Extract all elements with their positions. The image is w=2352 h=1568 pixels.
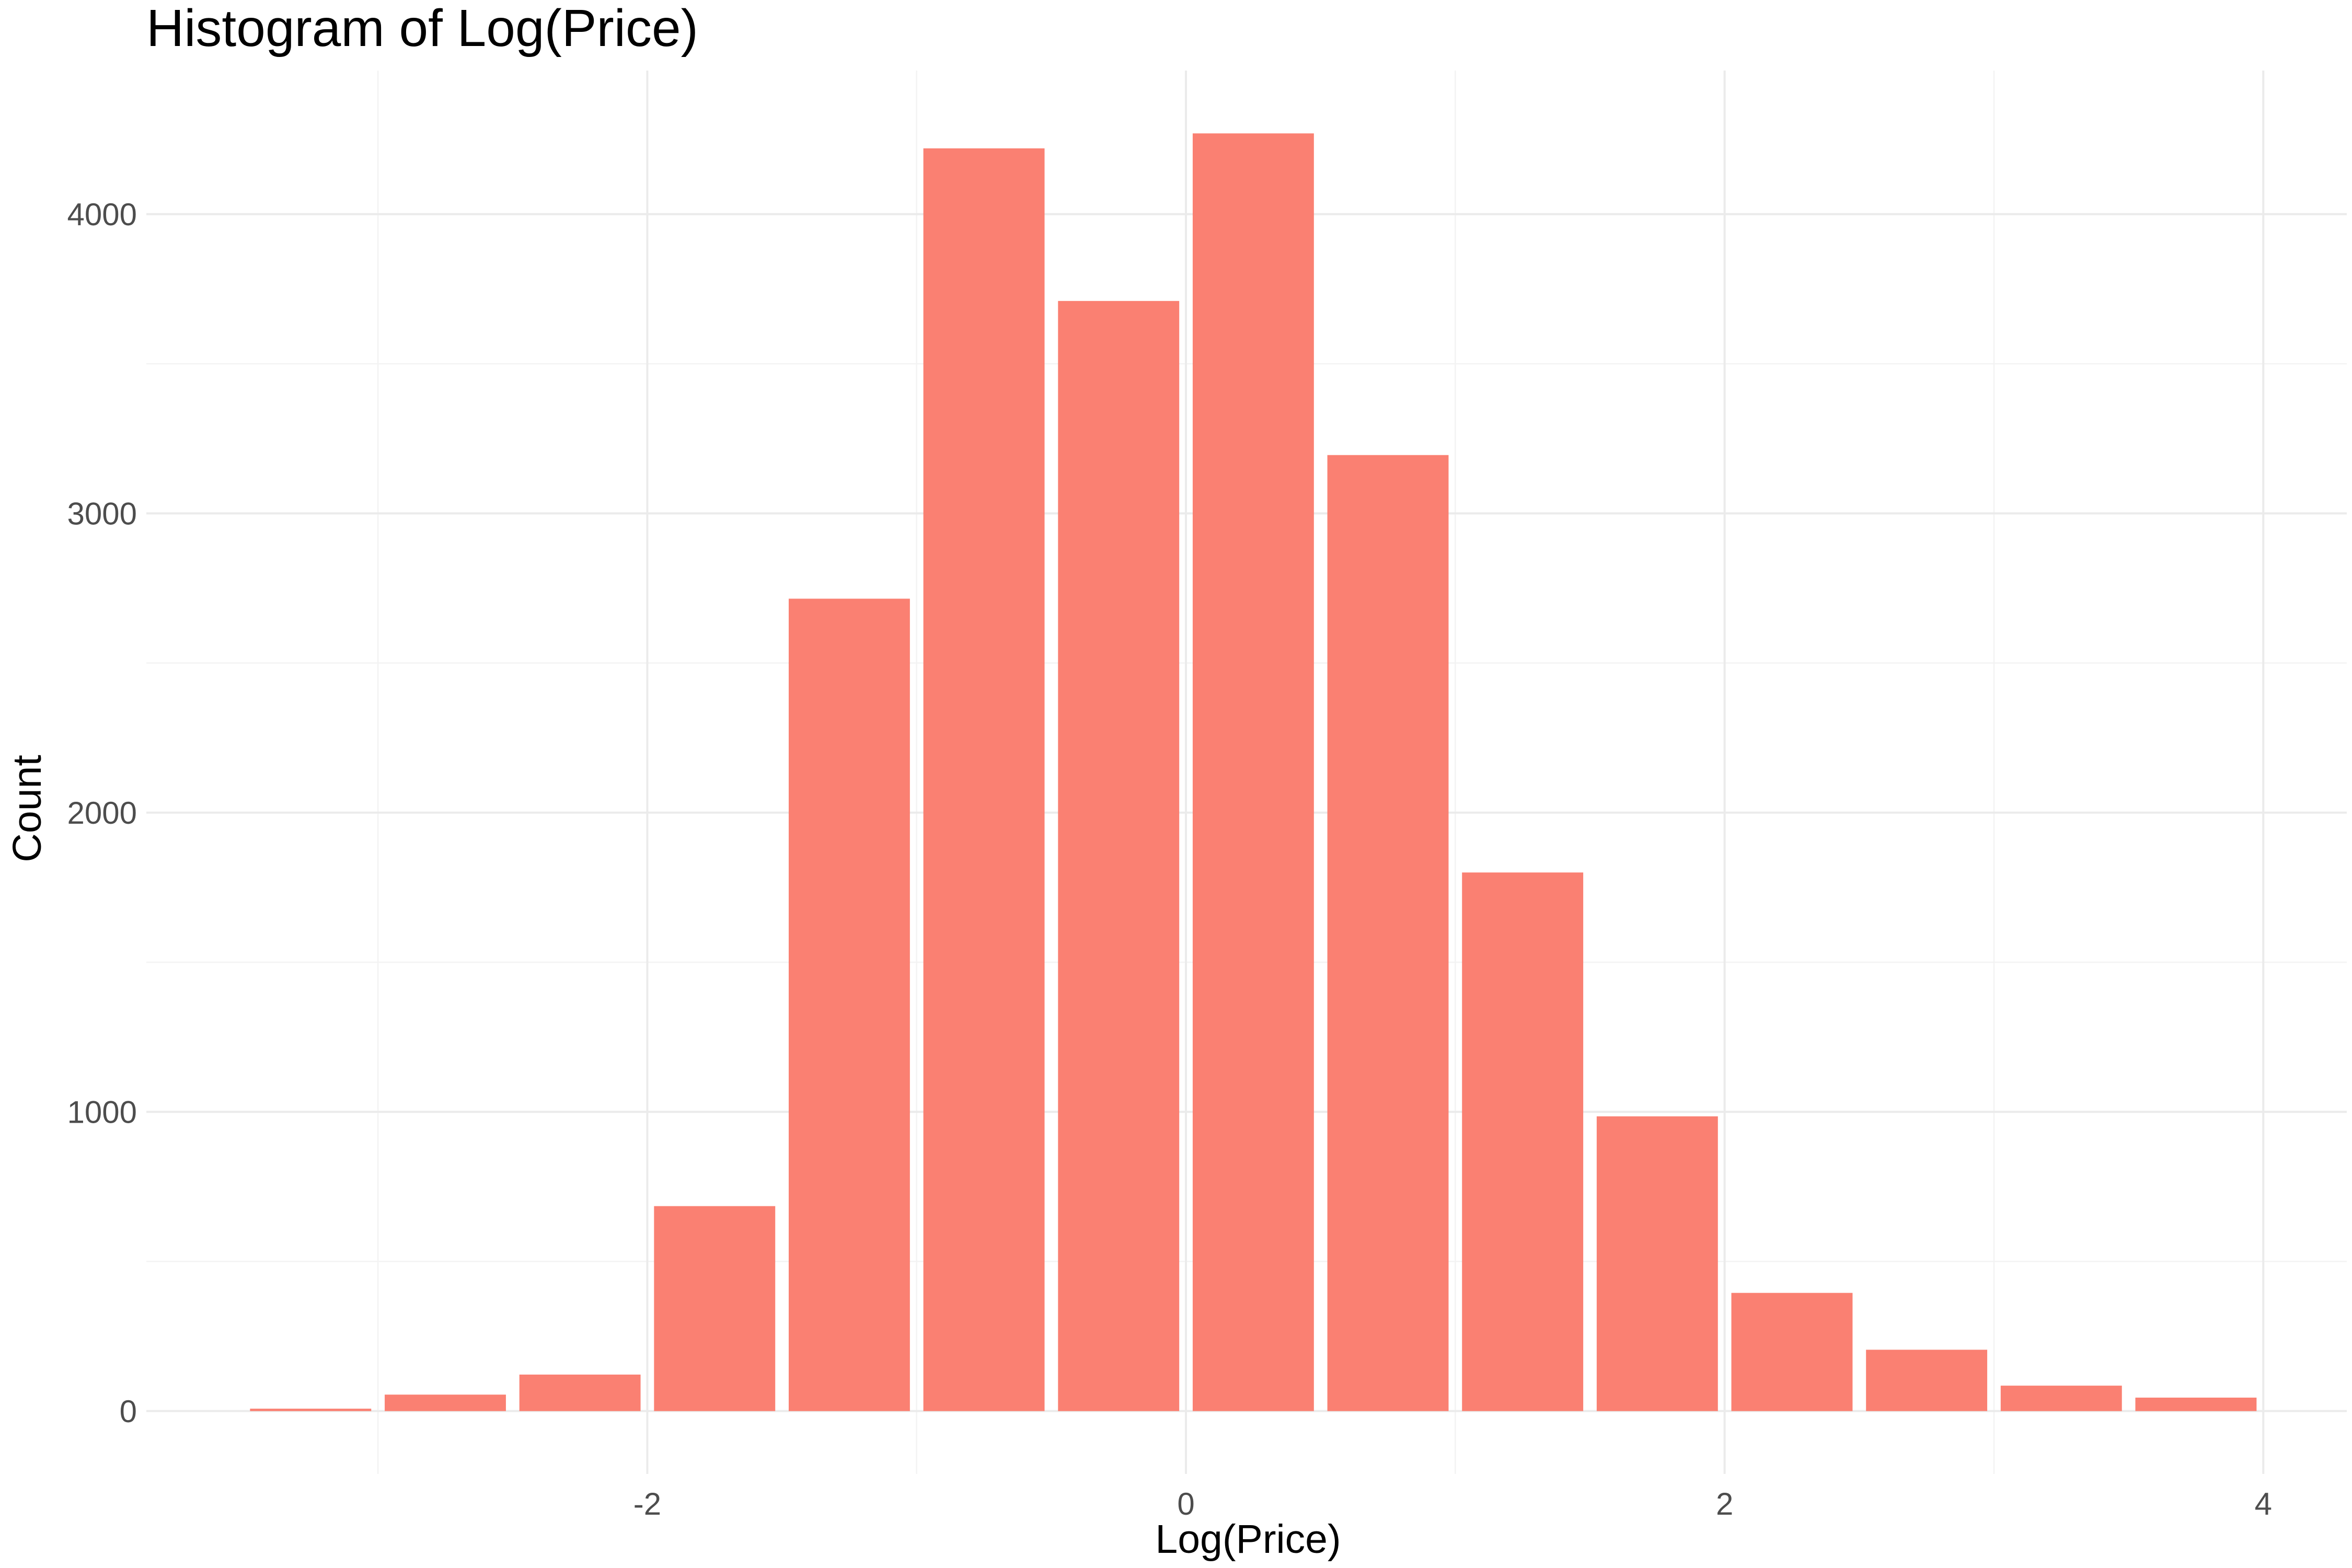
- histogram-bar: [923, 148, 1045, 1411]
- y-tick-label: 3000: [67, 496, 137, 531]
- histogram-bar: [1192, 133, 1314, 1411]
- histogram-bar: [1596, 1116, 1718, 1411]
- histogram-bar: [1866, 1350, 1988, 1411]
- histogram-bar: [1327, 455, 1449, 1411]
- histogram-bar: [2000, 1386, 2122, 1411]
- y-tick-label: 2000: [67, 795, 137, 831]
- y-tick-label: 4000: [67, 197, 137, 232]
- histogram-bar: [250, 1409, 372, 1411]
- chart-title: Histogram of Log(Price): [146, 0, 698, 57]
- histogram-bar: [788, 598, 910, 1411]
- y-axis-ticks: 0 1000 2000 3000 4000: [67, 197, 137, 1429]
- histogram-bar: [654, 1206, 776, 1411]
- y-tick-label: 1000: [67, 1094, 137, 1129]
- x-tick-label: 0: [1177, 1486, 1194, 1521]
- histogram-bar: [519, 1374, 641, 1411]
- x-tick-label: 2: [1716, 1486, 1733, 1521]
- x-axis-ticks: -2 0 2 4: [633, 1486, 2272, 1521]
- x-tick-label: -2: [633, 1486, 661, 1521]
- y-axis-title: Count: [5, 755, 50, 862]
- histogram-bar: [385, 1394, 506, 1411]
- bar-layer: [250, 133, 2257, 1411]
- x-tick-label: 4: [2255, 1486, 2272, 1521]
- histogram-bar: [2135, 1398, 2257, 1411]
- histogram-bar: [1058, 301, 1180, 1411]
- x-axis-title: Log(Price): [1155, 1517, 1341, 1562]
- y-tick-label: 0: [120, 1394, 137, 1429]
- histogram-bar: [1731, 1293, 1853, 1411]
- histogram-bar: [1462, 872, 1584, 1411]
